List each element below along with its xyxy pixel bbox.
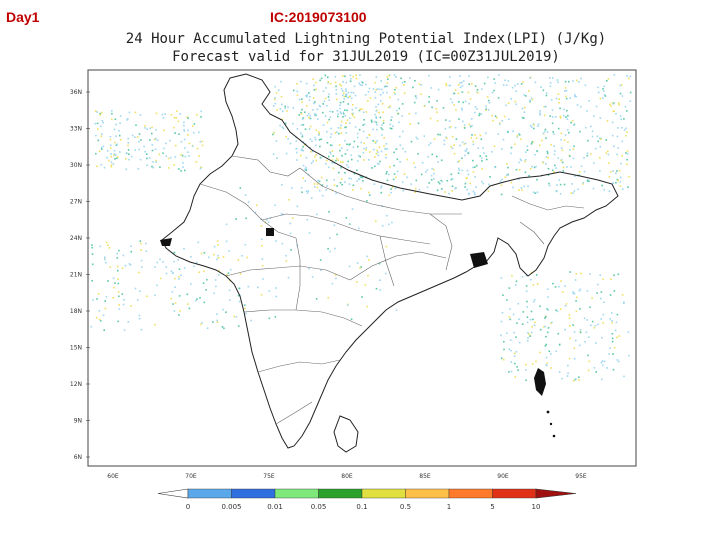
- map-title: 24 Hour Accumulated Lightning Potential …: [0, 30, 720, 66]
- longitude-label: 70E: [185, 473, 197, 480]
- latitude-label: 6N: [74, 454, 82, 461]
- colorbar-segment: [231, 488, 276, 499]
- colorbar-segment: [405, 488, 450, 499]
- latitude-label: 36N: [70, 89, 82, 96]
- colorbar-label: 0.005: [221, 503, 241, 511]
- lpi-speckle-fields: [90, 74, 632, 382]
- longitude-label: 60E: [107, 473, 119, 480]
- latitude-label: 18N: [70, 308, 82, 315]
- latitude-labels: 36N 33N 30N 27N 24N 21N 18N 15N 12N 9N 6N: [70, 89, 90, 461]
- latitude-label: 9N: [74, 418, 82, 425]
- colorbar-label: 0.01: [267, 503, 283, 511]
- sri-lanka-outline: [333, 415, 359, 453]
- longitude-label: 95E: [575, 473, 587, 480]
- colorbar-right-arrow: [535, 488, 577, 499]
- longitude-label: 85E: [419, 473, 431, 480]
- colorbar-segment: [274, 488, 319, 499]
- lpi-colorbar: 0 0.005 0.01 0.05 0.1 0.5 1 5 10: [157, 488, 577, 511]
- andaman-islands: [534, 368, 556, 438]
- state-boundaries: [199, 155, 585, 425]
- colorbar-segment: [448, 488, 493, 499]
- longitude-label: 75E: [263, 473, 275, 480]
- latitude-label: 15N: [70, 345, 82, 352]
- high-lpi-spots: [160, 228, 488, 268]
- longitude-label: 90E: [497, 473, 509, 480]
- colorbar-label: 0.05: [311, 503, 327, 511]
- day-label: Day1: [6, 9, 40, 25]
- colorbar-segment: [492, 488, 537, 499]
- colorbar-label: 0: [186, 503, 190, 511]
- map-title-line2: Forecast valid for 31JUL2019 (IC=00Z31JU…: [172, 49, 560, 65]
- latitude-label: 30N: [70, 162, 82, 169]
- longitude-label: 80E: [341, 473, 353, 480]
- colorbar-label: 0.5: [400, 503, 411, 511]
- india-outline: [161, 73, 619, 449]
- longitude-labels: 60E 70E 75E 80E 85E 90E 95E: [107, 473, 587, 480]
- colorbar-segment: [318, 488, 363, 499]
- latitude-label: 27N: [70, 199, 82, 206]
- colorbar-segment: [187, 488, 232, 499]
- map-title-line1: 24 Hour Accumulated Lightning Potential …: [125, 31, 607, 47]
- latitude-label: 24N: [70, 235, 82, 242]
- colorbar-label: 10: [532, 503, 541, 511]
- colorbar-label: 5: [490, 503, 494, 511]
- colorbar-left-arrow: [157, 488, 189, 499]
- colorbar-label: 0.1: [356, 503, 367, 511]
- map-frame: [87, 69, 637, 467]
- initial-condition-label: IC:2019073100: [270, 9, 367, 25]
- latitude-label: 12N: [70, 381, 82, 388]
- latitude-label: 33N: [70, 126, 82, 133]
- colorbar-segment: [361, 488, 406, 499]
- latitude-label: 21N: [70, 272, 82, 279]
- colorbar-label: 1: [447, 503, 451, 511]
